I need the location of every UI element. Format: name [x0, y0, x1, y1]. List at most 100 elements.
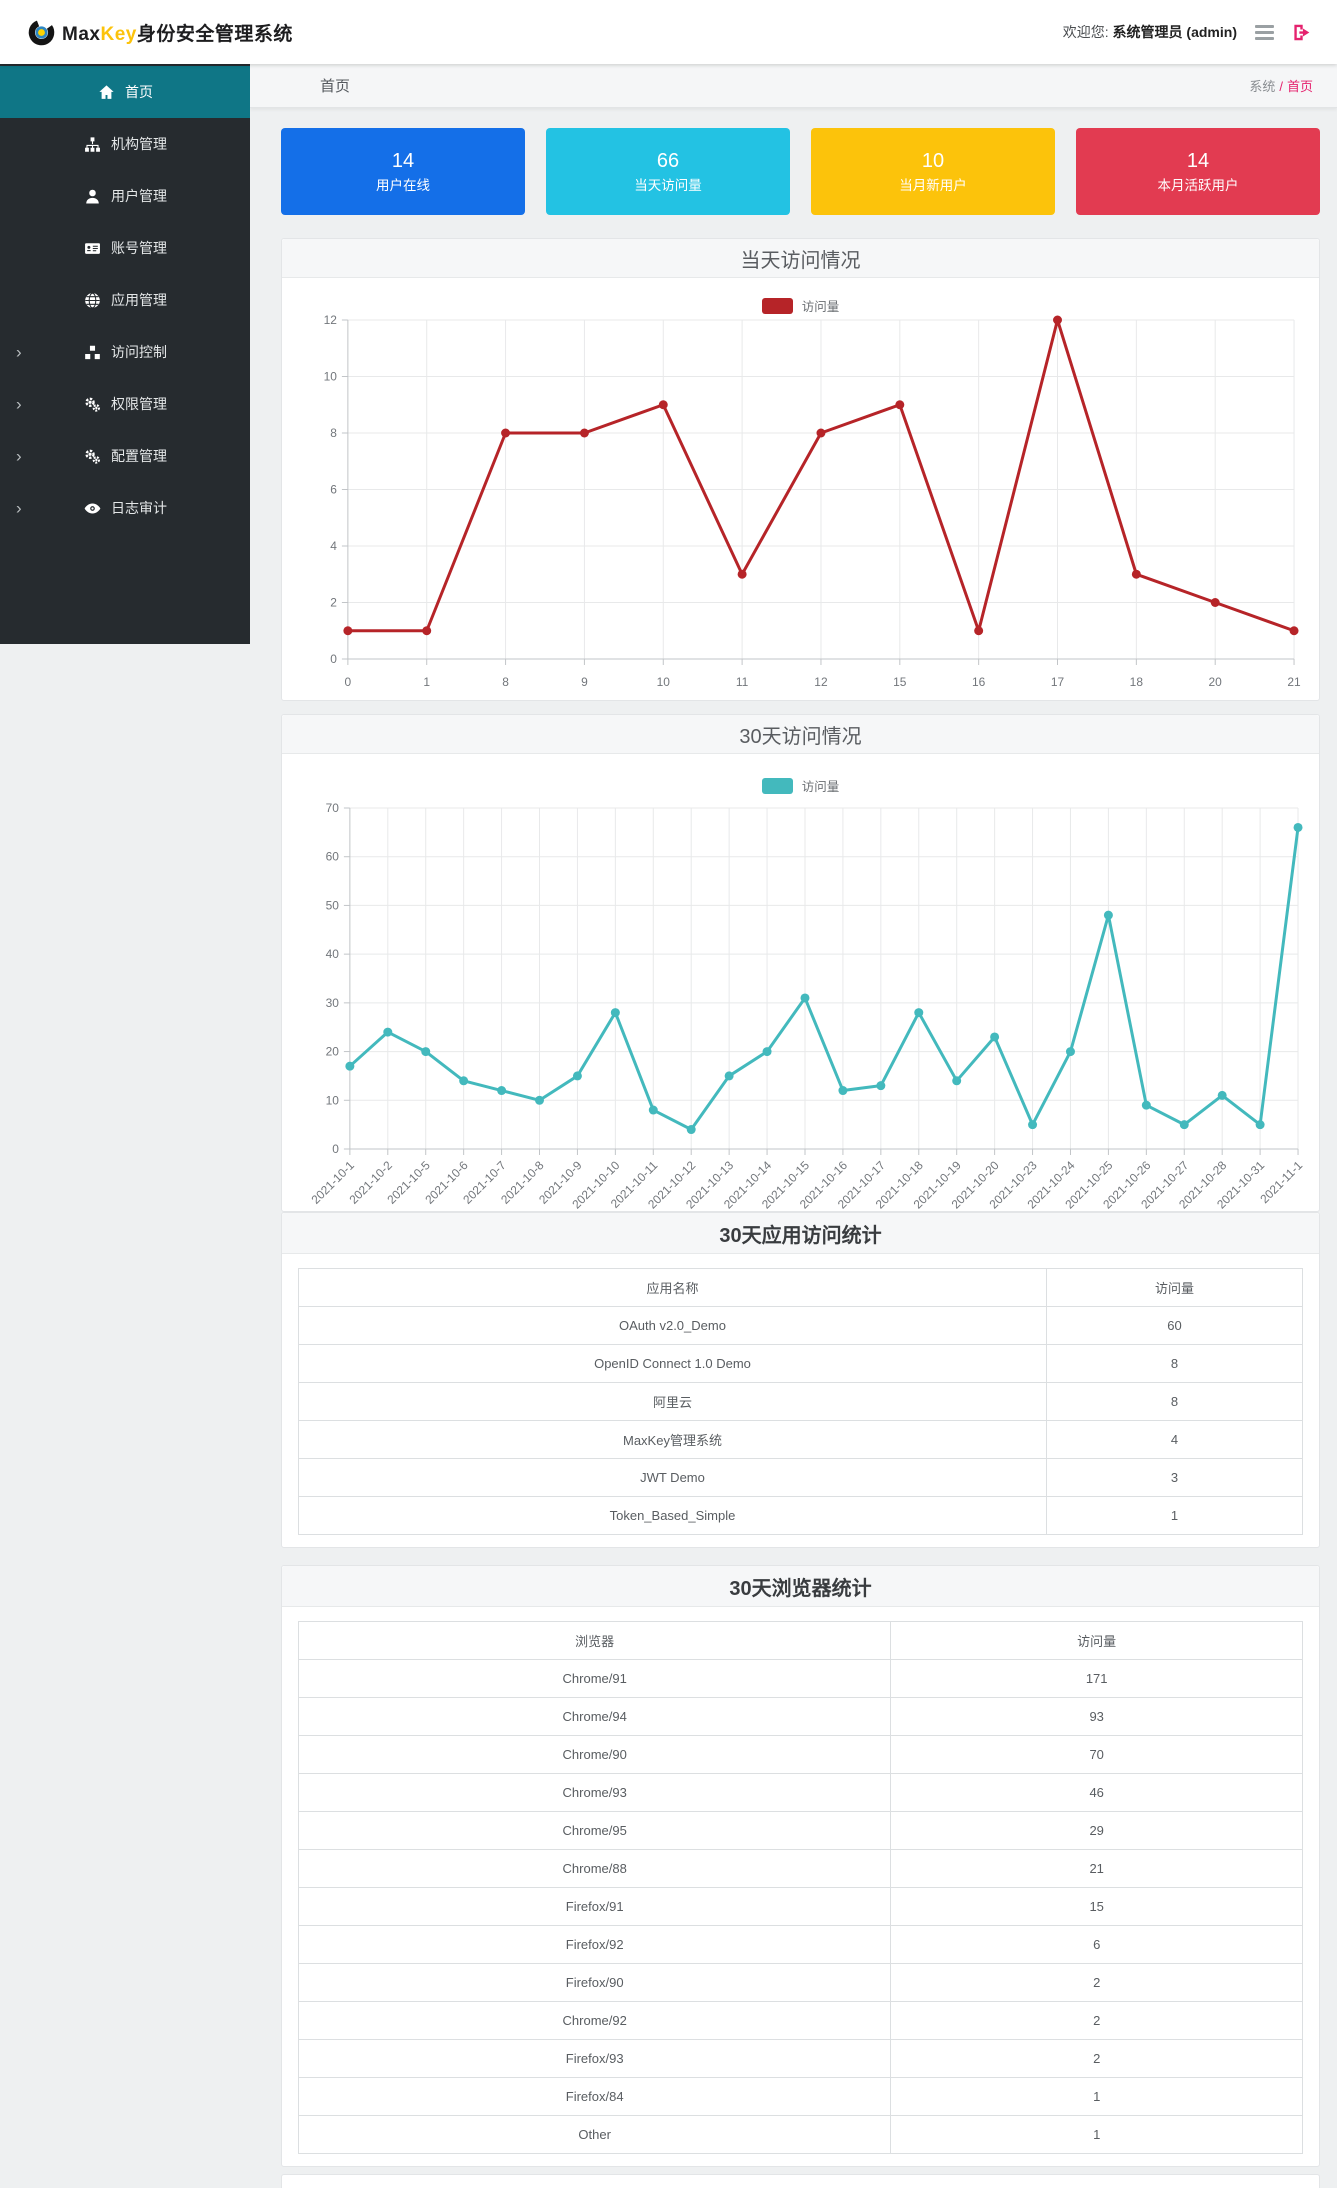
- logout-icon[interactable]: [1292, 23, 1311, 42]
- svg-text:4: 4: [330, 539, 337, 553]
- breadcrumb-current[interactable]: 首页: [1286, 79, 1313, 94]
- svg-text:12: 12: [814, 675, 828, 689]
- stat-card-当月新用户: 10 当月新用户: [811, 128, 1055, 215]
- cell-visits: 6: [890, 1925, 1303, 1964]
- card-header: 30天浏览器统计: [282, 1566, 1319, 1607]
- cell-name: Firefox/84: [297, 2077, 892, 2116]
- stat-card-本月活跃用户: 14 本月活跃用户: [1076, 128, 1320, 215]
- sidebar-item-label: 日志审计: [111, 500, 167, 516]
- column-header-browser: 浏览器: [297, 1621, 892, 1660]
- card-header: 30天应用访问统计: [282, 1213, 1319, 1254]
- cell-name: Firefox/92: [297, 1925, 892, 1964]
- svg-text:0: 0: [330, 652, 337, 666]
- table-row: JWT Demo 3: [298, 1458, 1304, 1497]
- cell-name: Chrome/88: [297, 1849, 892, 1888]
- cell-visits: 21: [890, 1849, 1303, 1888]
- table-row: Chrome/90 70: [297, 1735, 1303, 1774]
- svg-text:2021-11-1: 2021-11-1: [1257, 1158, 1305, 1206]
- welcome-text: 欢迎您: 系统管理员 (admin): [1062, 24, 1237, 40]
- maxkey-logo-icon: [28, 19, 55, 45]
- svg-text:70: 70: [326, 801, 340, 815]
- svg-text:0: 0: [345, 675, 352, 689]
- sidebar-item-label: 用户管理: [111, 188, 167, 204]
- sidebar-item-configuration[interactable]: › 配置管理: [0, 430, 250, 482]
- logo[interactable]: MaxKey身份安全管理系统: [0, 19, 293, 46]
- chevron-right-icon: ›: [16, 498, 22, 518]
- sidebar-item-accounts[interactable]: 账号管理: [0, 222, 250, 274]
- eye-icon: [84, 503, 100, 513]
- column-header-app-name: 应用名称: [298, 1268, 1047, 1307]
- cell-name: Chrome/93: [297, 1773, 892, 1812]
- cell-visits: 29: [890, 1811, 1303, 1850]
- sidebar-item-organization[interactable]: 机构管理: [0, 118, 250, 170]
- svg-text:15: 15: [893, 675, 907, 689]
- cubes-icon: [84, 345, 100, 359]
- column-header-visits: 访问量: [890, 1621, 1303, 1660]
- chevron-right-icon: ›: [16, 446, 22, 466]
- sidebar-item-applications[interactable]: 应用管理: [0, 274, 250, 326]
- stat-label: 当天访问量: [634, 177, 702, 193]
- cell-name: Chrome/90: [297, 1735, 892, 1774]
- svg-text:18: 18: [1130, 675, 1144, 689]
- table-row: Token_Based_Simple 1: [298, 1496, 1304, 1535]
- legend-label: 访问量: [801, 780, 840, 794]
- browser-stats-table: 浏览器 访问量 Chrome/91 171 Chrome/94 93 Chrome/90…: [297, 1621, 1303, 2154]
- svg-text:1: 1: [423, 675, 430, 689]
- brand-title: MaxKey身份安全管理系统: [62, 23, 293, 45]
- gears-icon: [84, 449, 100, 464]
- user-icon: [85, 189, 99, 204]
- top-header: MaxKey身份安全管理系统 欢迎您: 系统管理员 (admin): [0, 0, 1337, 64]
- table-title: 30天浏览器统计: [729, 1577, 872, 1600]
- sidebar-item-label: 配置管理: [111, 448, 167, 464]
- cell-visits: 1: [1045, 1496, 1304, 1535]
- cell-visits: 4: [1045, 1420, 1304, 1459]
- table-row: MaxKey管理系统 4: [298, 1420, 1304, 1459]
- svg-text:20: 20: [1209, 675, 1223, 689]
- card-header: 30天访问情况: [282, 715, 1319, 754]
- cell-visits: 3: [1045, 1458, 1304, 1497]
- browser-stats-card: 30天浏览器统计 浏览器 访问量 Chrome/91 171 Chrome/94 93…: [281, 1565, 1320, 2167]
- monthly-visits-chart: 0102030405060702021-10-12021-10-22021-10…: [309, 801, 1306, 1211]
- cell-visits: 60: [1045, 1306, 1304, 1345]
- cell-name: OAuth v2.0_Demo: [298, 1306, 1047, 1345]
- cell-name: MaxKey管理系统: [298, 1420, 1047, 1459]
- stat-label: 用户在线: [376, 177, 430, 193]
- svg-text:30: 30: [326, 996, 340, 1010]
- stat-label: 本月活跃用户: [1157, 177, 1239, 193]
- svg-text:60: 60: [326, 850, 340, 864]
- table-row: OAuth v2.0_Demo 60: [298, 1306, 1304, 1345]
- sidebar-item-permissions[interactable]: › 权限管理: [0, 378, 250, 430]
- page-title: 首页: [320, 78, 351, 95]
- cell-visits: 15: [890, 1887, 1303, 1926]
- stat-card-用户在线: 14 用户在线: [281, 128, 525, 215]
- stat-value: 14: [1186, 149, 1210, 172]
- footer-panel: [281, 2174, 1320, 2188]
- svg-text:8: 8: [330, 426, 337, 440]
- sidebar-item-label: 应用管理: [111, 292, 167, 308]
- cell-name: OpenID Connect 1.0 Demo: [298, 1344, 1047, 1383]
- svg-text:10: 10: [657, 675, 671, 689]
- app-stats-table: 应用名称 访问量 OAuth v2.0_Demo 60 OpenID Connect…: [298, 1268, 1304, 1535]
- stat-card-当天访问量: 66 当天访问量: [546, 128, 790, 215]
- breadcrumb-separator: /: [1279, 79, 1283, 94]
- legend-swatch: [761, 297, 793, 314]
- svg-text:16: 16: [972, 675, 986, 689]
- sidebar-item-home[interactable]: 首页: [0, 66, 250, 118]
- sidebar-item-access-control[interactable]: › 访问控制: [0, 326, 250, 378]
- cell-name: Chrome/91: [297, 1659, 892, 1698]
- sitemap-icon: [84, 136, 100, 152]
- sidebar-item-audit-log[interactable]: › 日志审计: [0, 482, 250, 534]
- cell-visits: 2: [890, 2001, 1303, 2040]
- menu-toggle-icon[interactable]: [1253, 22, 1276, 43]
- cell-visits: 171: [890, 1659, 1303, 1698]
- table-row: Chrome/95 29: [297, 1811, 1303, 1850]
- table-row: 阿里云 8: [298, 1382, 1304, 1421]
- breadcrumb-root[interactable]: 系统: [1249, 79, 1276, 94]
- sidebar-item-users[interactable]: 用户管理: [0, 170, 250, 222]
- cell-name: Chrome/95: [297, 1811, 892, 1850]
- table-row: Firefox/93 2: [297, 2039, 1303, 2078]
- cell-visits: 2: [890, 2039, 1303, 2078]
- table-header-row: 浏览器 访问量: [297, 1621, 1303, 1660]
- table-row: Chrome/91 171: [297, 1659, 1303, 1698]
